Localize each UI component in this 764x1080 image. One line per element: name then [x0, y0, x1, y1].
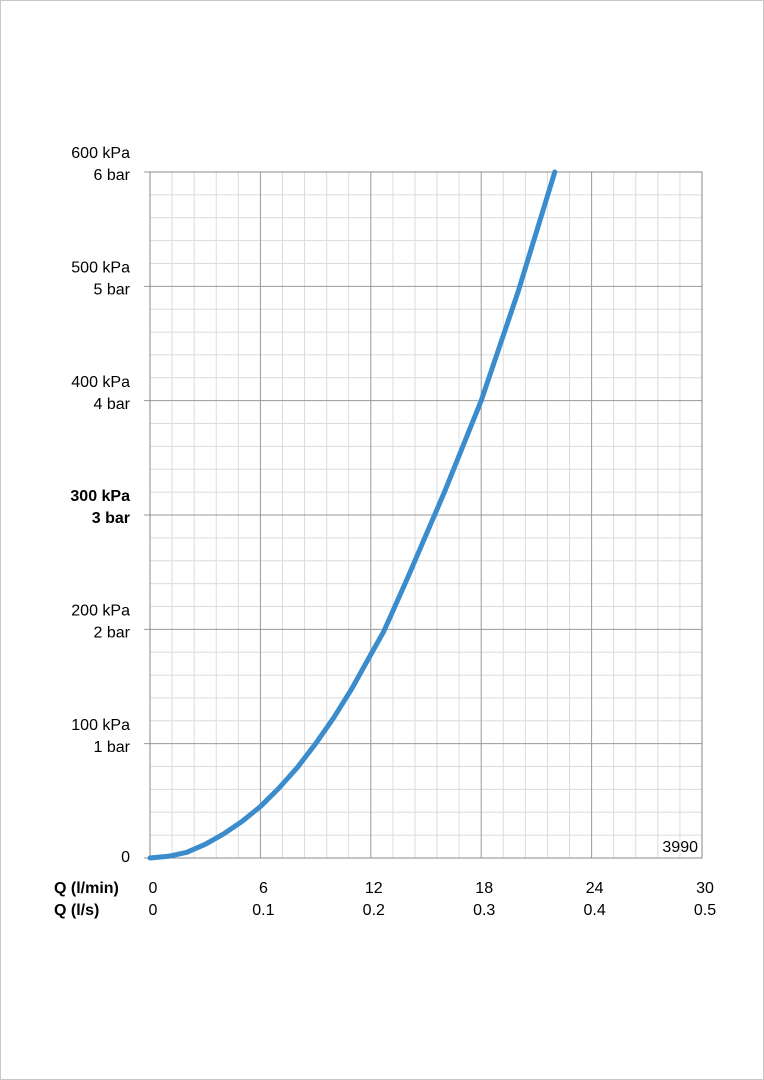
plot-frame [149, 171, 703, 859]
x2-tick-label: 0.4 [583, 902, 605, 919]
x2-tick-label: 0.2 [363, 902, 385, 919]
y-tick-bar-label: 1 bar [94, 739, 131, 756]
data-line [147, 169, 558, 861]
y-tick-bar-label: 5 bar [94, 282, 131, 299]
y-tick-bar-label: 2 bar [94, 625, 131, 642]
x2-tick-label: 0.1 [252, 902, 274, 919]
x-tick-label: 0 [149, 880, 158, 897]
y-tick-label: 400 kPa [71, 374, 130, 391]
x2-tick-label: 0.5 [694, 902, 716, 919]
x-tick-label: 30 [696, 880, 714, 897]
y-tick-bar-label: 6 bar [94, 167, 131, 184]
x-tick-label: 24 [586, 880, 604, 897]
x-tick-label: 18 [475, 880, 493, 897]
y-tick-label: 0 [121, 849, 130, 866]
x2-axis-label: Q (l/s) [54, 902, 99, 919]
x-tick-label: 6 [259, 880, 268, 897]
x-tick-label: 12 [365, 880, 383, 897]
y-tick-label: 600 kPa [71, 145, 130, 162]
x-axis-label: Q (l/min) [54, 880, 119, 897]
y-tick-label: 200 kPa [71, 603, 130, 620]
x2-tick-label: 0.3 [473, 902, 495, 919]
y-tick-label: 500 kPa [71, 260, 130, 277]
y-tick-label: 100 kPa [71, 717, 130, 734]
x2-tick-label: 0 [149, 902, 158, 919]
y-tick-bar-label: 3 bar [92, 510, 130, 527]
y-tick-bar-label: 4 bar [94, 396, 131, 413]
y-tick-label: 300 kPa [70, 488, 130, 505]
watermark: 3990 [662, 839, 698, 856]
